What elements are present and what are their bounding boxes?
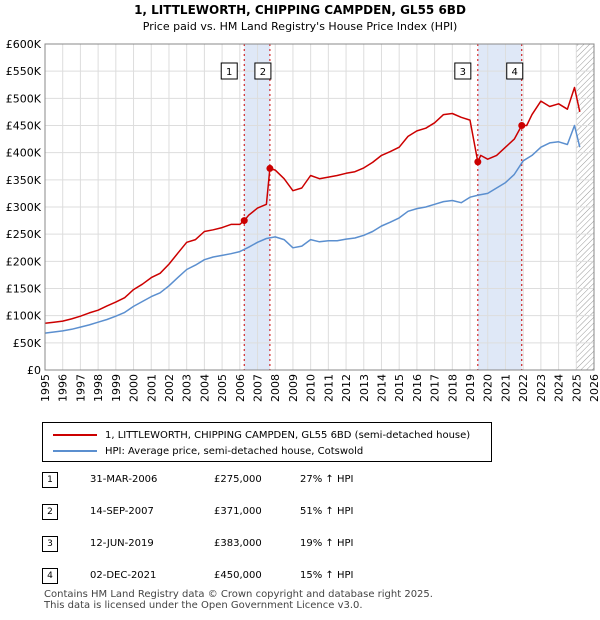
x-tick-label: 2026 <box>588 374 600 402</box>
x-tick-label: 2005 <box>216 374 229 402</box>
y-tick-label: £550K <box>6 65 42 78</box>
sale-date: 14-SEP-2007 <box>90 506 154 517</box>
x-tick-label: 2010 <box>305 374 318 402</box>
sale-point <box>518 122 526 129</box>
sale-point <box>474 158 482 166</box>
y-tick-label: £600K <box>6 38 42 51</box>
x-tick-label: 2013 <box>358 374 371 402</box>
x-tick-label: 2008 <box>269 374 282 402</box>
y-tick-label: £250K <box>6 228 42 241</box>
x-tick-label: 2016 <box>411 374 424 402</box>
x-tick-label: 2024 <box>553 374 566 402</box>
sale-hpi-change: 51% ↑ HPI <box>300 506 354 517</box>
sale-marker-box <box>254 62 272 80</box>
sale-hpi-change: 15% ↑ HPI <box>300 570 354 581</box>
sale-price: £275,000 <box>214 474 262 485</box>
footer: Contains HM Land Registry data © Crown c… <box>44 589 433 611</box>
sale-hpi-change: 19% ↑ HPI <box>300 538 354 549</box>
sale-date: 02-DEC-2021 <box>90 570 157 581</box>
sale-marker-label: 2 <box>42 504 58 520</box>
y-tick-label: £400K <box>6 147 42 160</box>
y-tick-label: £100K <box>6 310 42 323</box>
x-tick-label: 2018 <box>446 374 459 402</box>
sale-marker-label: 3 <box>460 67 466 78</box>
x-tick-label: 2000 <box>128 374 141 402</box>
sale-price: £450,000 <box>214 570 262 581</box>
y-tick-label: £300K <box>6 201 42 214</box>
legend-label-property: 1, LITTLEWORTH, CHIPPING CAMPDEN, GL55 6… <box>105 429 471 441</box>
sale-price: £383,000 <box>214 538 262 549</box>
x-tick-label: 2014 <box>375 374 388 402</box>
sale-row: 3 12-JUN-2019 £383,000 19% ↑ HPI <box>42 536 462 554</box>
legend-item-hpi: HPI: Average price, semi-detached house,… <box>53 444 363 458</box>
sale-date: 12-JUN-2019 <box>90 538 154 549</box>
x-tick-label: 2021 <box>499 374 512 402</box>
sale-price: £371,000 <box>214 506 262 517</box>
y-tick-label: £150K <box>6 283 42 296</box>
x-tick-label: 2009 <box>287 374 300 402</box>
sale-hpi-change: 27% ↑ HPI <box>300 474 354 485</box>
footer-licence: This data is licensed under the Open Gov… <box>44 600 363 611</box>
y-tick-label: £200K <box>6 255 42 268</box>
legend: 1, LITTLEWORTH, CHIPPING CAMPDEN, GL55 6… <box>42 422 492 462</box>
plot-frame <box>44 43 595 371</box>
series-line-hpi <box>44 124 581 334</box>
sale-marker-label: 1 <box>226 67 232 78</box>
chart-subtitle: Price paid vs. HM Land Registry's House … <box>143 20 458 33</box>
sale-row: 1 31-MAR-2006 £275,000 27% ↑ HPI <box>42 472 462 490</box>
y-tick-label: £50K <box>13 337 42 350</box>
x-tick-label: 2011 <box>322 374 335 402</box>
x-tick-label: 2019 <box>464 374 477 402</box>
sale-marker-label: 1 <box>42 472 58 488</box>
x-tick-label: 2004 <box>198 374 211 402</box>
footer-copyright: Contains HM Land Registry data © Crown c… <box>44 589 433 600</box>
y-tick-label: £500K <box>6 92 42 105</box>
x-tick-label: 2002 <box>163 374 176 402</box>
sale-point <box>240 217 248 225</box>
sale-marker-label: 3 <box>42 536 58 552</box>
sale-marker-label: 2 <box>260 67 266 78</box>
x-tick-label: 2012 <box>340 374 353 402</box>
chart-title: 1, LITTLEWORTH, CHIPPING CAMPDEN, GL55 6… <box>134 3 466 17</box>
x-tick-label: 1999 <box>110 374 123 402</box>
legend-item-property: 1, LITTLEWORTH, CHIPPING CAMPDEN, GL55 6… <box>53 428 470 442</box>
price-chart: 1, LITTLEWORTH, CHIPPING CAMPDEN, GL55 6… <box>6 3 600 402</box>
x-tick-label: 2020 <box>482 374 495 402</box>
legend-label-hpi: HPI: Average price, semi-detached house,… <box>105 445 364 457</box>
x-tick-label: 1998 <box>92 374 105 402</box>
series-line-property <box>44 86 581 325</box>
sale-marker-label: 4 <box>42 568 58 584</box>
x-tick-label: 2015 <box>393 374 406 402</box>
sale-date: 31-MAR-2006 <box>90 474 158 485</box>
legend-swatch-property <box>53 434 97 436</box>
x-tick-label: 2003 <box>181 374 194 402</box>
x-tick-label: 1995 <box>39 374 52 402</box>
x-tick-label: 2006 <box>234 374 247 402</box>
sale-point <box>266 164 274 172</box>
x-tick-label: 2001 <box>145 374 158 402</box>
sale-marker-box <box>454 62 472 80</box>
x-tick-label: 2007 <box>252 374 265 402</box>
y-tick-label: £450K <box>6 120 42 133</box>
legend-swatch-hpi <box>53 450 97 452</box>
sale-row: 2 14-SEP-2007 £371,000 51% ↑ HPI <box>42 504 462 522</box>
y-tick-label: £350K <box>6 174 42 187</box>
x-tick-label: 2022 <box>517 374 530 402</box>
y-tick-label: £0 <box>27 364 41 377</box>
x-tick-label: 1996 <box>57 374 70 402</box>
x-tick-label: 2023 <box>535 374 548 402</box>
x-tick-label: 2025 <box>570 374 583 402</box>
x-tick-label: 1997 <box>74 374 87 402</box>
sale-row: 4 02-DEC-2021 £450,000 15% ↑ HPI <box>42 568 462 586</box>
sale-marker-box <box>506 62 524 80</box>
sale-marker-label: 4 <box>512 67 518 78</box>
x-tick-label: 2017 <box>429 374 442 402</box>
sale-marker-box <box>220 62 238 80</box>
